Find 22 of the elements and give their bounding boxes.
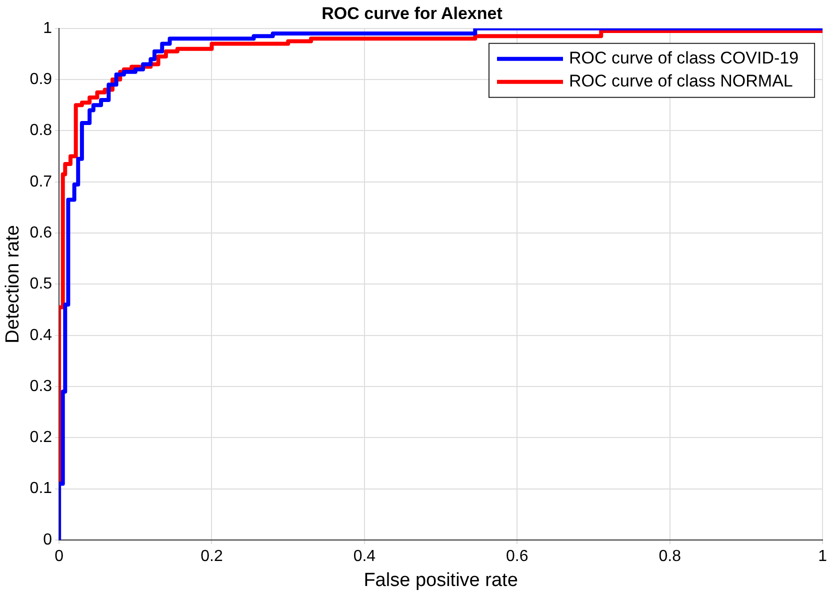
y-tick-label: 0.9 (30, 70, 52, 88)
x-tick-label: 0 (54, 548, 64, 566)
y-tick-label: 0.8 (30, 122, 52, 140)
y-tick-label: 0 (43, 531, 52, 548)
y-tick-label: 0.6 (30, 224, 52, 242)
x-tick-label: 1 (818, 548, 828, 566)
x-tick-label: 0.6 (506, 548, 528, 566)
x-tick-label: 0.2 (200, 548, 223, 566)
y-axis-title: Detection rate (2, 225, 24, 344)
legend-label: ROC curve of class NORMAL (568, 72, 793, 91)
y-tick-label: 0.3 (30, 378, 52, 395)
y-tick-label: 0.1 (30, 480, 52, 498)
y-tick-label: 0.7 (30, 173, 52, 190)
y-tick-label: 0.5 (30, 276, 52, 293)
chart-title: ROC curve for Alexnet (322, 4, 503, 23)
legend-label: ROC curve of class COVID-19 (568, 48, 799, 68)
x-tick-label: 0.4 (353, 548, 376, 566)
x-tick-label: 0.8 (658, 548, 682, 566)
y-tick-label: 0.2 (30, 429, 52, 446)
y-tick-label: 0.4 (30, 326, 52, 344)
y-tick-label: 1 (43, 20, 52, 37)
x-axis-title: False positive rate (364, 570, 518, 591)
